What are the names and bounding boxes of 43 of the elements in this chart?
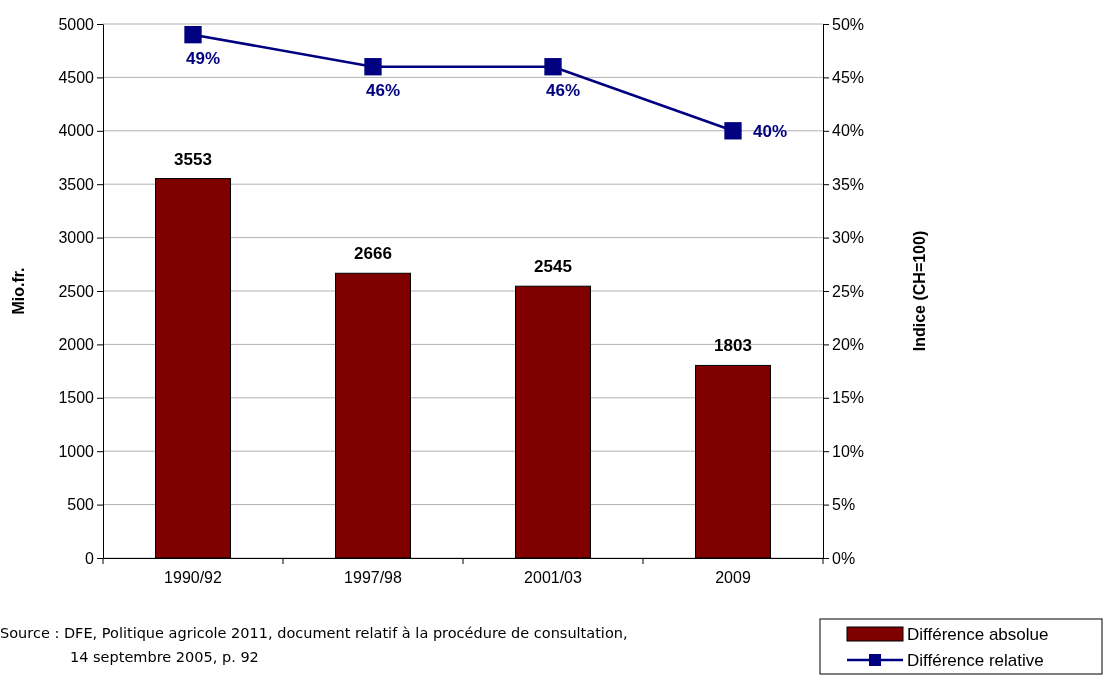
y-tick-label: 4500 xyxy=(58,69,95,87)
y2-tick-label: 20% xyxy=(832,336,865,354)
legend-label: Différence relative xyxy=(907,651,1044,670)
point xyxy=(184,26,202,44)
y2-tick-label: 50% xyxy=(832,15,865,33)
y-tick-label: 0 xyxy=(85,549,95,567)
y-tick-label: 1500 xyxy=(58,389,95,407)
y-tick-label: 3500 xyxy=(58,175,95,193)
legend-label: Différence absolue xyxy=(907,625,1049,644)
y-tick-label: 5000 xyxy=(58,15,95,33)
y2-tick-label: 25% xyxy=(832,282,865,300)
y2-tick-label: 45% xyxy=(832,69,865,87)
data-label: 49% xyxy=(185,48,221,68)
x-tick-label: 1990/92 xyxy=(164,569,223,587)
x-tick-label: 2009 xyxy=(715,569,751,587)
point xyxy=(544,58,562,76)
y2-tick-label: 5% xyxy=(832,496,856,514)
data-label: 46% xyxy=(545,80,581,100)
y2-tick-label: 30% xyxy=(832,229,865,247)
y2-tick-label: 10% xyxy=(832,442,865,460)
y2-tick-label: 0% xyxy=(832,549,856,567)
y-tick-label: 2000 xyxy=(58,336,95,354)
y2-tick-label: 15% xyxy=(832,389,865,407)
source-note: Source : DFE, Politique agricole 2011, document relatif à la procédure de consultation, 14 septembre 2005, p. 92 xyxy=(0,625,628,665)
y-tick-label: 500 xyxy=(67,496,95,514)
x-tick-label: 1997/98 xyxy=(344,569,403,587)
data-label: 3553 xyxy=(174,149,212,169)
y-tick-label: 4000 xyxy=(58,122,95,140)
data-label: 2666 xyxy=(354,244,392,264)
y-tick-label: 3000 xyxy=(58,229,95,247)
x-tick-label: 2001/03 xyxy=(524,569,583,587)
data-label: 46% xyxy=(365,80,401,100)
y2-axis-title: Indice (CH=100) xyxy=(911,230,928,352)
data-label: 40% xyxy=(753,121,788,141)
point xyxy=(724,122,742,140)
y2-tick-label: 40% xyxy=(832,122,865,140)
data-label: 2545 xyxy=(534,257,572,277)
y2-tick-label: 35% xyxy=(832,175,865,193)
y-tick-label: 2500 xyxy=(58,282,95,300)
point xyxy=(364,58,382,76)
y-tick-label: 1000 xyxy=(58,442,95,460)
y-axis-title: Mio.fr. xyxy=(10,267,27,315)
data-label: 1803 xyxy=(714,336,752,356)
